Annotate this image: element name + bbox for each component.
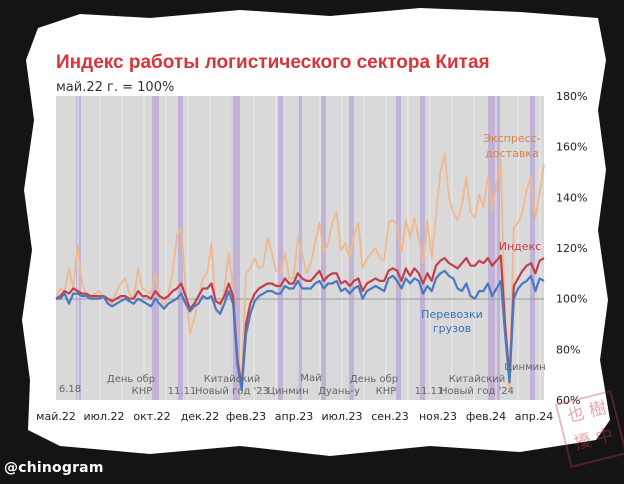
x-tick-label: сен.23 <box>371 410 409 423</box>
x-axis-ticks: май.22 июл.22 окт.22 дек.22 фев.23 апр.23 июл.… <box>36 410 553 423</box>
holiday-band <box>530 96 535 400</box>
x-tick-label: апр.23 <box>275 410 313 423</box>
annotation-618: 6.18 <box>59 384 81 395</box>
annotation-national-day-23: День обр КНР <box>350 374 398 397</box>
y-axis-ticks: 60% 80% 100% 120% 140% 160% 180% <box>556 90 587 407</box>
x-tick-label: июл.22 <box>84 410 125 423</box>
holiday-bands <box>76 96 535 400</box>
x-tick-label: дек.22 <box>181 410 220 423</box>
annotation-qingming-24: Цинмин <box>504 362 545 373</box>
series-label-freight: Перевозки грузов <box>421 308 483 335</box>
x-tick-label: апр.24 <box>515 410 553 423</box>
y-tick-label: 180% <box>556 90 587 103</box>
y-tick-label: 100% <box>556 293 587 306</box>
series-line-express <box>55 153 545 391</box>
x-tick-label: фев.23 <box>226 410 266 423</box>
holiday-band <box>178 96 183 400</box>
y-tick-label: 80% <box>556 343 580 356</box>
annotations: 6.18 День обр КНР 11.11 Китайский Новый го… <box>59 362 546 397</box>
annotation-national-day-22: День обр КНР <box>107 374 155 397</box>
series-label-index: Индекс <box>499 240 542 253</box>
holiday-band <box>488 96 500 400</box>
y-tick-label: 140% <box>556 191 587 204</box>
chart-title: Индекс работы логистического сектора Кит… <box>56 52 490 73</box>
y-tick-label: 120% <box>556 242 587 255</box>
y-tick-label: 60% <box>556 394 580 407</box>
annotation-1111-23: 11.11 <box>415 386 444 397</box>
chart-subtitle: май.22 г. = 100% <box>56 80 174 95</box>
holiday-band <box>231 96 240 400</box>
annotation-cny-24: Китайский Новый год '24 <box>440 374 514 397</box>
x-tick-label: май.22 <box>36 410 76 423</box>
annotation-may-duanwu: Май Дуань-у <box>300 373 360 397</box>
x-tick-label: фев.24 <box>466 410 506 423</box>
x-tick-label: июл.23 <box>322 410 363 423</box>
series-line-freight <box>56 269 545 391</box>
holiday-band <box>396 96 401 400</box>
annotation-1111-22: 11.11 <box>168 386 197 397</box>
x-tick-label: окт.22 <box>133 410 170 423</box>
y-tick-label: 160% <box>556 141 587 154</box>
holiday-band <box>278 96 283 400</box>
watermark-handle: @chinogram <box>4 460 104 476</box>
series-label-express: Экспресс-доставка <box>483 132 540 160</box>
series-line-index <box>55 254 545 389</box>
annotation-qingming-23: Цинмин <box>267 386 308 397</box>
series-lines <box>55 153 545 391</box>
holiday-band <box>420 96 425 400</box>
annotation-cny-23: Китайский Новый год '23 <box>195 374 269 397</box>
x-tick-label: ноя.23 <box>419 410 457 423</box>
holiday-band <box>152 96 159 400</box>
holiday-band <box>297 96 302 400</box>
